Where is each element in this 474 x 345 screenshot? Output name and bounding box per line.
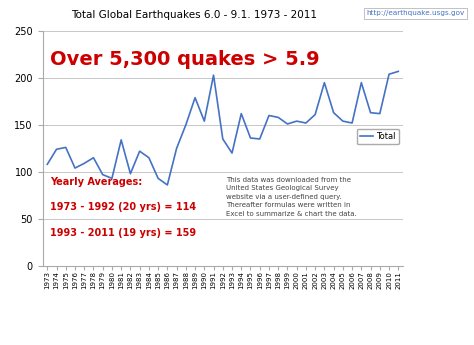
Total <box>377 111 383 116</box>
Text: 1993 - 2011 (19 yrs) = 159: 1993 - 2011 (19 yrs) = 159 <box>50 228 196 238</box>
Total <box>220 137 226 141</box>
Total <box>284 122 290 126</box>
Total <box>54 147 59 151</box>
Total <box>247 136 253 140</box>
Total <box>118 138 124 142</box>
Total <box>128 171 133 176</box>
Total <box>192 96 198 100</box>
Total <box>321 81 327 85</box>
Text: This data was downloaded from the
United States Geological Survey
website via a : This data was downloaded from the United… <box>227 177 357 217</box>
Total <box>395 69 401 73</box>
Text: Total Global Earthquakes 6.0 - 9.1. 1973 - 2011: Total Global Earthquakes 6.0 - 9.1. 1973… <box>72 10 317 20</box>
Total <box>45 162 50 166</box>
Total <box>201 119 207 123</box>
Total <box>358 81 364 85</box>
Text: Yearly Averages:: Yearly Averages: <box>50 177 142 187</box>
Total <box>211 73 217 77</box>
Total <box>331 111 337 115</box>
Text: http://earthquake.usgs.gov: http://earthquake.usgs.gov <box>366 10 465 16</box>
Total <box>303 121 309 125</box>
Total <box>275 115 281 119</box>
Total <box>238 111 244 116</box>
Total <box>368 111 374 115</box>
Total <box>137 149 143 153</box>
Total <box>349 121 355 125</box>
Total <box>312 112 318 117</box>
Total <box>164 183 170 187</box>
Text: 1973 - 1992 (20 yrs) = 114: 1973 - 1992 (20 yrs) = 114 <box>50 202 196 212</box>
Total <box>109 176 115 180</box>
Total <box>340 119 346 123</box>
Text: Over 5,300 quakes > 5.9: Over 5,300 quakes > 5.9 <box>50 50 319 69</box>
Total <box>294 119 300 123</box>
Legend: Total: Total <box>357 129 399 145</box>
Total <box>386 72 392 76</box>
Total <box>146 156 152 160</box>
Total <box>63 145 69 149</box>
Total <box>91 156 96 160</box>
Line: Total: Total <box>47 71 398 185</box>
Total <box>257 137 263 141</box>
Total <box>100 172 106 177</box>
Total <box>183 123 189 127</box>
Total <box>155 176 161 180</box>
Total <box>174 146 180 150</box>
Total <box>229 151 235 155</box>
Total <box>72 166 78 170</box>
Total <box>266 114 272 118</box>
Total <box>82 161 87 166</box>
